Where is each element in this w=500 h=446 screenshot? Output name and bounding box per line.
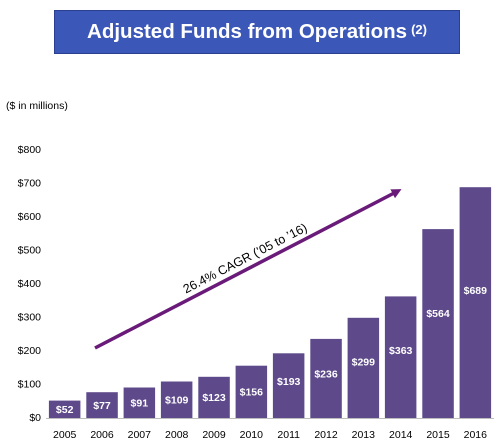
x-tick-label: 2011 (277, 429, 300, 441)
x-tick-label: 2005 (53, 429, 77, 441)
bar-value-label: $564 (426, 308, 450, 320)
y-tick-label: $100 (18, 378, 42, 390)
y-tick-label: $500 (18, 244, 42, 256)
x-tick-label: 2009 (202, 429, 226, 441)
chart-title: Adjusted Funds from Operations (87, 20, 408, 43)
bar-2015 (422, 229, 454, 418)
bar-2013 (347, 317, 380, 418)
bar-value-label: $689 (464, 285, 488, 297)
bar-2014 (384, 296, 417, 418)
bars (48, 187, 492, 418)
x-tick-label: 2006 (90, 429, 114, 441)
y-tick-label: $600 (18, 211, 42, 223)
bar-2007 (123, 387, 156, 418)
chart-title-banner: Adjusted Funds from Operations (2) (54, 10, 460, 54)
bar-2008 (160, 381, 193, 418)
y-tick-label: $0 (29, 412, 41, 424)
y-tick-label: $300 (18, 311, 42, 323)
bar-value-label: $193 (277, 376, 301, 388)
bar-value-label: $156 (240, 387, 264, 399)
cagr-arrow (94, 189, 402, 350)
bar-2011 (272, 353, 305, 418)
bar-value-label: $363 (389, 345, 413, 357)
y-tick-label: $700 (18, 177, 42, 189)
bar-value-label: $299 (352, 357, 376, 369)
bar-2016 (459, 187, 492, 418)
units-label: ($ in millions) (6, 100, 68, 112)
bar-2005 (48, 400, 81, 418)
y-tick-label: $400 (18, 278, 42, 290)
bar-value-label: $123 (202, 392, 226, 404)
bar-2009 (198, 376, 230, 418)
x-tick-label: 2007 (128, 429, 152, 441)
x-axis: 2005 2006 2007 2008 2009 2010 2011 2012 2013 2014… (46, 418, 494, 441)
bar-value-label: $236 (314, 368, 338, 380)
bar-labels: $52 $77 $91 $109 $123 $156 $193 $236 $299 $363 $56… (56, 285, 487, 416)
y-tick-label: $200 (18, 345, 42, 357)
x-tick-label: 2014 (389, 429, 413, 441)
x-tick-label: 2016 (464, 429, 488, 441)
y-tick-label: $800 (18, 144, 42, 156)
bar-value-label: $91 (131, 398, 149, 410)
bar-2012 (310, 338, 342, 418)
x-tick-label: 2012 (314, 429, 338, 441)
y-axis: $0 $100 $200 $300 $400 $500 $600 $700 $800 (18, 144, 42, 424)
bar-value-label: $109 (165, 394, 189, 406)
x-tick-label: 2010 (240, 429, 264, 441)
bar-2006 (86, 392, 118, 418)
bar-value-label: $52 (56, 404, 74, 416)
x-tick-label: 2013 (352, 429, 376, 441)
title-footnote: (2) (411, 21, 427, 37)
bar-2010 (235, 365, 268, 418)
cagr-annotation: 26.4% CAGR (’05 to ’16) (181, 221, 310, 297)
bar-value-label: $77 (93, 400, 111, 412)
x-tick-label: 2008 (165, 429, 189, 441)
x-tick-label: 2015 (426, 429, 450, 441)
